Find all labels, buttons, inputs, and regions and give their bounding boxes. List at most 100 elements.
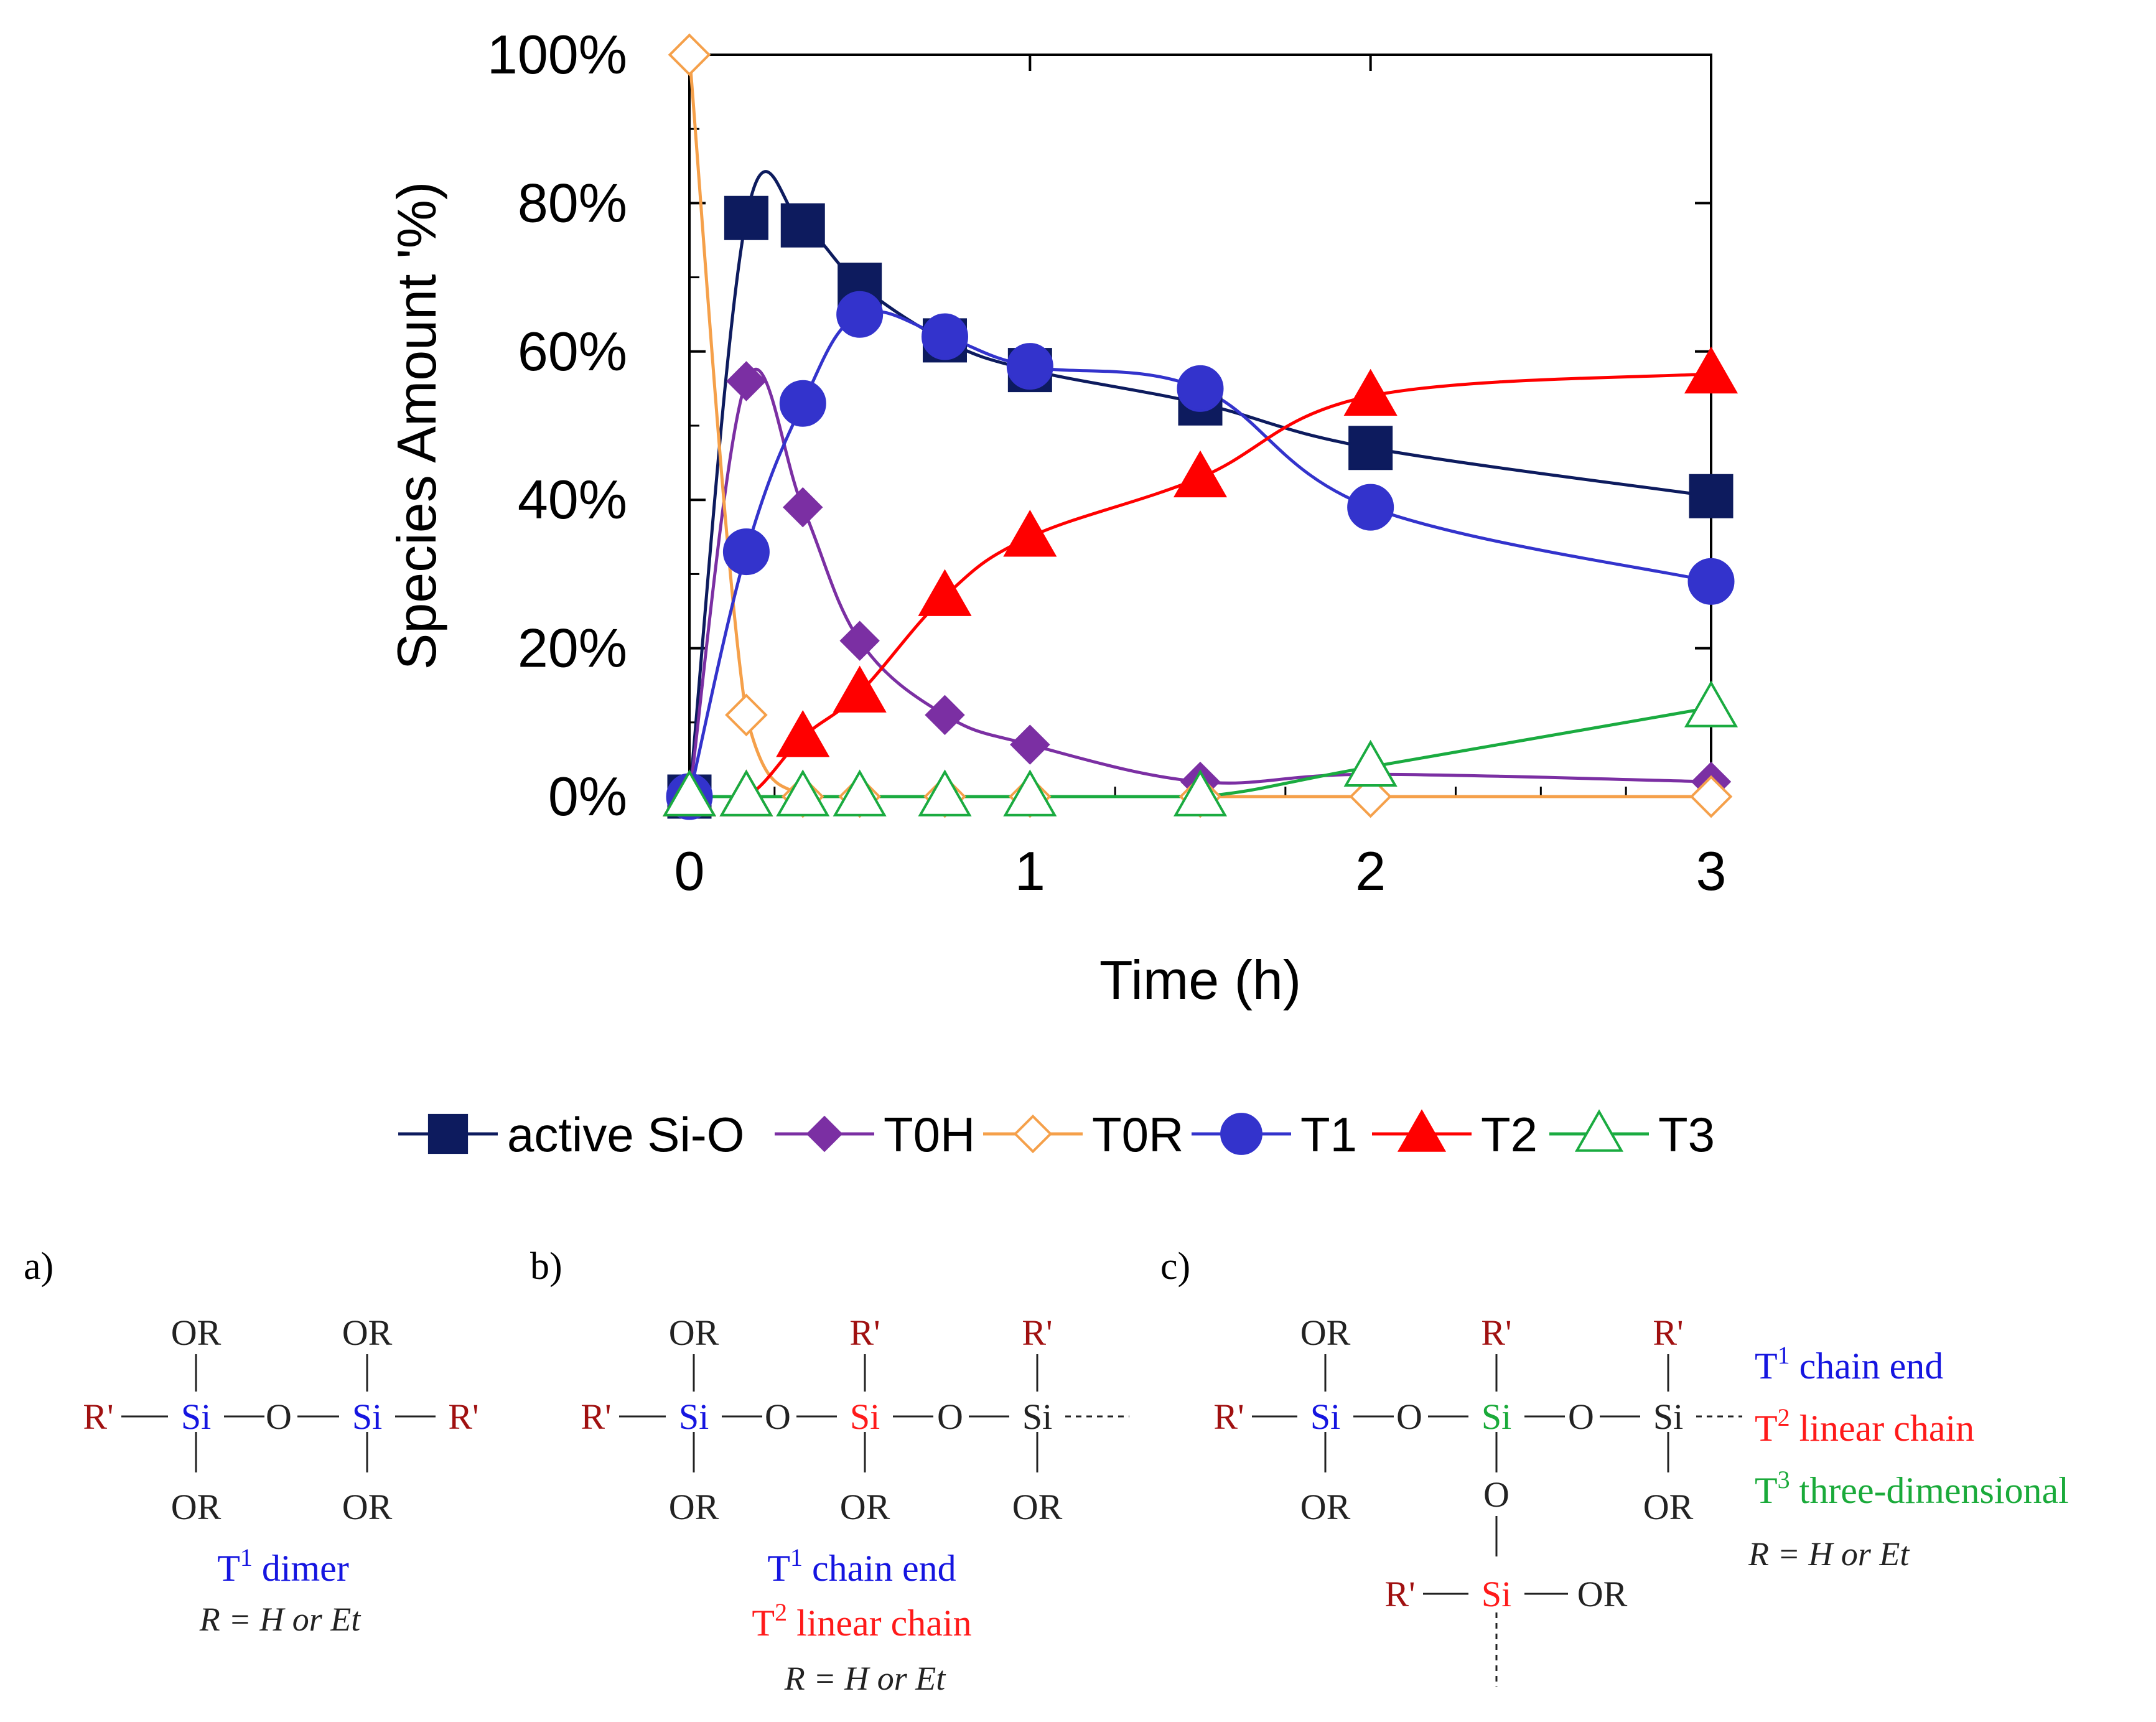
data-point-0-1 (724, 195, 768, 240)
si-atom: Si (1653, 1397, 1683, 1437)
structure-text: OR (1300, 1313, 1351, 1353)
data-point-4-8 (1684, 346, 1738, 394)
structure-text: OR (171, 1487, 222, 1527)
y-tick-label: 0% (548, 765, 627, 827)
data-point-4-2 (776, 710, 830, 757)
structure-text: OR (669, 1313, 719, 1353)
data-point-3-3 (836, 291, 884, 338)
r-prime: R' (1213, 1397, 1244, 1437)
data-point-2-1 (725, 693, 768, 737)
r-prime: R' (581, 1397, 611, 1437)
data-point-2-7 (1349, 775, 1392, 818)
x-tick-label: 1 (1015, 840, 1045, 902)
legend-marker (427, 1113, 469, 1154)
y-tick-label: 40% (518, 469, 627, 530)
structure-text: R' (1653, 1313, 1683, 1353)
data-point-0-2 (780, 203, 825, 248)
structure-text: O (937, 1397, 963, 1437)
structure-caption: T3 three-dimensional (1755, 1466, 2069, 1511)
data-point-4-3 (833, 665, 887, 713)
structure-text: OR (1577, 1574, 1628, 1614)
structure-caption: T1 chain end (1755, 1341, 1943, 1387)
data-point-4-7 (1343, 368, 1398, 416)
legend-marker (1397, 1109, 1447, 1152)
legend-label: active Si-O (507, 1107, 744, 1162)
series-line-2 (688, 54, 1711, 798)
si-atom: Si (1022, 1397, 1052, 1437)
si-atom: Si (181, 1397, 211, 1437)
data-point-5-0 (662, 769, 717, 817)
r-prime: R' (1384, 1574, 1415, 1614)
data-point-4-6 (1173, 450, 1228, 498)
data-point-3-2 (779, 380, 826, 427)
data-point-1-3 (839, 620, 880, 661)
structure-text: O (1568, 1397, 1594, 1437)
y-axis-label: Species Amount '%) (386, 182, 447, 670)
structure-text: OR (1300, 1487, 1351, 1527)
legend-marker (806, 1115, 843, 1153)
data-point-4-5 (1003, 510, 1057, 557)
structure-text: OR (1012, 1487, 1063, 1527)
data-point-5-5 (1003, 769, 1057, 817)
legend-label: T2 (1481, 1107, 1538, 1162)
structure-text: OR (669, 1487, 719, 1527)
plot-frame (688, 54, 1712, 798)
structure-text: O (1483, 1474, 1510, 1515)
x-tick-label: 0 (674, 840, 705, 902)
y-tick-label: 80% (518, 172, 627, 233)
species-chart: 0% 20% 40% 60% 80% 100% 0 1 2 3 Time (h) Species… (386, 24, 1738, 1162)
legend-label: T3 (1658, 1107, 1715, 1162)
data-point-5-8 (1684, 680, 1738, 728)
data-point-2-0 (668, 33, 711, 77)
legend-label: T0H (884, 1107, 975, 1162)
structure-text: O (266, 1397, 292, 1437)
legend-label: T0R (1092, 1107, 1183, 1162)
r-definition: R = H or Et (784, 1660, 946, 1697)
data-point-4-4 (918, 569, 972, 616)
data-point-1-5 (1010, 724, 1050, 765)
panel-label-a: a) (24, 1245, 54, 1288)
legend: active Si-O T0H T0R T1 T2 T3 (398, 1107, 1715, 1162)
r-definition: R = H or Et (1748, 1535, 1910, 1573)
si-atom: Si (850, 1397, 880, 1437)
data-point-0-8 (1689, 474, 1734, 518)
data-point-0-7 (1348, 426, 1393, 470)
si-atom: Si (1482, 1574, 1511, 1614)
data-point-3-8 (1687, 558, 1735, 605)
legend-marker (1013, 1114, 1053, 1154)
y-tick-label: 100% (487, 24, 627, 85)
data-point-5-6 (1173, 769, 1228, 817)
data-point-5-1 (719, 769, 773, 817)
x-tick-label: 3 (1696, 840, 1727, 902)
data-point-1-4 (925, 695, 965, 736)
structure-text: OR (342, 1487, 393, 1527)
structure-caption: T1 chain end (767, 1543, 956, 1589)
structure-text: O (765, 1397, 791, 1437)
y-tick-label: 60% (518, 321, 627, 382)
legend-label: T1 (1300, 1107, 1357, 1162)
r-prime: R' (1481, 1313, 1511, 1353)
legend-marker (1574, 1109, 1624, 1152)
x-axis-ticks: 0 1 2 3 (674, 55, 1727, 902)
r-definition: R = H or Et (199, 1601, 362, 1638)
series-markers (662, 33, 1738, 820)
si-atom: Si (1482, 1397, 1511, 1437)
data-point-5-3 (833, 769, 887, 817)
panel-label-c: c) (1160, 1245, 1190, 1288)
structure-caption: T1 dimer (217, 1543, 349, 1589)
data-point-1-2 (783, 487, 823, 528)
data-point-3-1 (722, 528, 770, 576)
structure-caption: T2 linear chain (1755, 1403, 1974, 1449)
series-line-1 (688, 367, 1712, 797)
y-tick-label: 20% (518, 617, 627, 679)
si-atom: Si (679, 1397, 709, 1437)
data-point-3-4 (922, 313, 968, 360)
structure-text: OR (840, 1487, 890, 1527)
y-axis-ticks: 0% 20% 40% 60% 80% 100% (487, 24, 1711, 827)
data-point-2-8 (1689, 775, 1733, 818)
structure-text: R' (1022, 1313, 1052, 1353)
structure-text: OR (1643, 1487, 1694, 1527)
legend-marker (1220, 1113, 1262, 1155)
si-atom: Si (1310, 1397, 1340, 1437)
